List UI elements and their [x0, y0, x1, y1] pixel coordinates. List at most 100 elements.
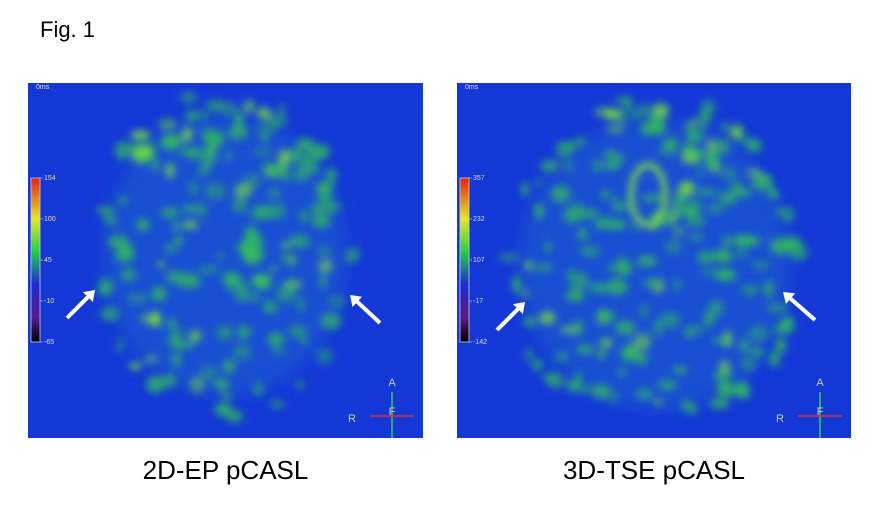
mri-image: 0ms 357 232 107 -17 -142 A R F: [457, 83, 851, 438]
signal-blob: [300, 164, 320, 174]
signal-blob: [714, 370, 729, 384]
signal-blob: [669, 209, 678, 224]
signal-blob: [128, 363, 143, 370]
signal-blob: [498, 253, 520, 263]
signal-blob: [686, 129, 704, 143]
signal-blob: [747, 324, 769, 343]
signal-blob: [612, 264, 631, 275]
signal-blob: [269, 400, 285, 409]
signal-blob: [535, 264, 554, 271]
signal-blob: [172, 221, 181, 232]
colorbar-label: 232: [473, 216, 485, 223]
signal-blob: [550, 185, 571, 203]
colorbar: [459, 177, 470, 343]
signal-blob: [740, 356, 757, 372]
signal-blob: [227, 125, 248, 140]
signal-blob: [614, 320, 636, 335]
signal-blob: [654, 399, 663, 406]
signal-blob: [165, 243, 176, 254]
signal-blob: [95, 206, 116, 214]
panel-caption: 2D-EP pCASL: [143, 455, 309, 485]
signal-blob: [190, 111, 211, 120]
signal-blob: [722, 235, 731, 250]
signal-blob: [747, 286, 754, 298]
signal-blob: [316, 347, 334, 365]
signal-blob: [278, 104, 286, 114]
signal-blob: [696, 188, 718, 196]
arrow-shaft: [789, 297, 817, 322]
signal-blob: [718, 190, 738, 206]
colorbar-label: 107: [473, 257, 485, 264]
signal-blob: [146, 375, 165, 394]
signal-blob: [236, 282, 249, 290]
signal-blob: [737, 187, 752, 198]
signal-blob: [97, 284, 114, 296]
signal-blob: [179, 273, 201, 289]
signal-blob: [213, 403, 231, 416]
signal-blob: [664, 239, 682, 254]
signal-blob: [606, 124, 625, 134]
signal-blob: [315, 181, 335, 189]
signal-blob: [579, 245, 601, 257]
signal-blob: [534, 203, 543, 220]
signal-blob: [232, 196, 247, 213]
signal-blob: [662, 137, 678, 152]
signal-blob: [345, 248, 352, 265]
signal-blob: [592, 384, 610, 399]
signal-blob: [233, 344, 251, 360]
signal-blob: [673, 192, 687, 205]
signal-blob: [113, 141, 136, 157]
signal-blob: [703, 312, 715, 326]
signal-blob: [243, 173, 261, 189]
signal-blob: [769, 238, 792, 255]
signal-blob: [639, 303, 649, 319]
mri-image: 0ms 154 100 45 -10 -65 A R F: [28, 83, 423, 438]
signal-blob: [234, 111, 244, 130]
signal-blob: [700, 269, 717, 276]
signal-blob: [709, 397, 730, 410]
head-haze: [103, 114, 347, 396]
signal-blob: [674, 279, 681, 292]
signal-blob: [320, 312, 341, 330]
signal-blob: [252, 292, 259, 303]
signal-blob: [603, 150, 618, 159]
signal-blob: [198, 265, 220, 274]
signal-blob: [295, 155, 308, 167]
signal-blob: [160, 207, 180, 218]
signal-blob: [100, 307, 120, 321]
arrow-head: [512, 302, 525, 315]
signal-blob: [210, 156, 217, 164]
signal-blob: [216, 252, 225, 260]
signal-blob: [165, 163, 175, 179]
signal-blob: [575, 272, 589, 290]
signal-blob: [734, 380, 750, 399]
time-label: 0ms: [465, 84, 479, 91]
signal-blob: [257, 106, 271, 120]
signal-blob: [171, 351, 182, 368]
signal-blob: [672, 226, 685, 237]
signal-blob: [573, 136, 587, 148]
signal-blob: [512, 275, 522, 294]
signal-blob: [681, 399, 691, 412]
signal-blob: [328, 295, 346, 308]
signal-blob: [618, 108, 626, 125]
signal-blob: [197, 202, 207, 219]
signal-blob: [197, 165, 209, 177]
signal-blob: [686, 325, 708, 334]
signal-blob: [288, 324, 307, 339]
signal-blob: [120, 268, 137, 282]
signal-blob: [317, 245, 332, 258]
signal-blob: [688, 403, 697, 415]
signal-blob: [721, 167, 737, 181]
signal-blob: [574, 319, 584, 337]
colorbar-label: -17: [473, 298, 483, 305]
signal-blob: [532, 358, 542, 371]
signal-blob: [325, 167, 337, 183]
colorbar-label: -142: [473, 339, 487, 346]
signal-blob: [711, 249, 733, 264]
signal-blob: [542, 372, 561, 383]
signal-blob: [766, 303, 789, 312]
signal-blob: [680, 206, 699, 216]
signal-blob: [252, 148, 272, 156]
